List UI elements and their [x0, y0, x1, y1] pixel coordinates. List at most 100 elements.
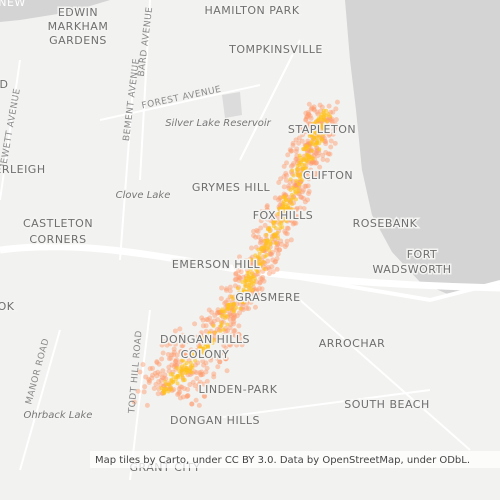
- hotspot-dot: [197, 379, 203, 385]
- hotspot-dot: [230, 321, 236, 327]
- hotspot-dot: [319, 104, 325, 110]
- hotspot-dot: [234, 342, 240, 348]
- hotspot-dot: [171, 346, 177, 352]
- hotspot-dot: [177, 389, 183, 395]
- hotspot-dot: [271, 224, 276, 229]
- hotspot-dot: [187, 335, 193, 341]
- hotspot-dot: [296, 189, 301, 194]
- hotspot-dot: [204, 378, 210, 384]
- hotspot-dot: [283, 170, 289, 176]
- hotspot-dot: [332, 140, 338, 146]
- hotspot-dot: [291, 220, 297, 226]
- hotspot-dot: [264, 204, 270, 210]
- hotspot-dot: [266, 266, 272, 272]
- hotspot-dot: [258, 225, 264, 231]
- attribution-bg: [90, 451, 500, 468]
- hotspot-dot: [268, 251, 274, 257]
- hotspot-dot: [183, 353, 189, 359]
- hotspot-dot: [135, 388, 141, 394]
- hotspot-dot: [296, 181, 301, 186]
- place-label: GRYMES HILL: [192, 181, 271, 194]
- place-label: GARDENS: [49, 34, 107, 47]
- hotspot-dot: [242, 258, 248, 264]
- hotspot-dot: [233, 263, 239, 269]
- hotspot-dot: [211, 318, 217, 324]
- hotspot-dot: [167, 341, 173, 347]
- hotspot-dot: [300, 132, 306, 138]
- hotspot-dot: [233, 332, 239, 338]
- hotspot-dot: [332, 121, 338, 127]
- hotspot-dot: [293, 197, 298, 202]
- hotspot-dot: [158, 377, 164, 383]
- hotspot-dot: [290, 140, 296, 146]
- hotspot-dot: [276, 211, 281, 216]
- hotspot-dot: [232, 312, 238, 318]
- hotspot-dot: [284, 198, 289, 203]
- hotspot-dot: [299, 138, 305, 144]
- hotspot-dot: [326, 112, 331, 117]
- hotspot-dot: [199, 349, 204, 354]
- hotspot-dot: [315, 111, 321, 117]
- hotspot-dot: [256, 285, 262, 291]
- hotspot-dot: [195, 386, 201, 392]
- hotspot-dot: [258, 238, 264, 244]
- hotspot-dot: [305, 171, 311, 177]
- hotspot-dot: [289, 192, 294, 197]
- hotspot-dot: [177, 395, 183, 401]
- hotspot-dot: [306, 101, 312, 107]
- hotspot-dot: [313, 160, 319, 166]
- place-label: CORNERS: [29, 233, 86, 246]
- hotspot-dot: [229, 332, 235, 338]
- hotspot-dot: [227, 325, 233, 331]
- hotspot-dot: [181, 358, 186, 363]
- place-label: COLONY: [181, 348, 230, 361]
- hotspot-dot: [301, 205, 307, 211]
- hotspot-dot: [283, 230, 289, 236]
- hotspot-dot: [216, 335, 222, 341]
- hotspot-dot: [312, 171, 318, 177]
- hotspot-dot: [201, 393, 207, 399]
- hotspot-dot: [302, 162, 307, 167]
- hotspot-dot: [236, 323, 242, 329]
- hotspot-dot: [295, 173, 300, 178]
- hotspot-dot: [311, 106, 317, 112]
- hotspot-dot: [288, 148, 294, 154]
- place-label: GRASMERE: [235, 291, 300, 304]
- hotspot-dot: [184, 393, 190, 399]
- hotspot-dot: [286, 183, 292, 189]
- hotspot-dot: [297, 205, 303, 211]
- hotspot-dot: [231, 319, 237, 325]
- hotspot-dot: [235, 286, 240, 291]
- place-label: STAPLETON: [288, 123, 356, 136]
- hotspot-dot: [316, 116, 321, 121]
- hotspot-dot: [265, 258, 271, 264]
- hotspot-dot: [253, 290, 259, 296]
- hotspot-dot: [178, 349, 184, 355]
- hotspot-dot: [224, 368, 230, 374]
- hotspot-dot: [293, 137, 299, 143]
- hotspot-dot: [317, 147, 322, 152]
- hotspot-dot: [275, 251, 281, 257]
- hotspot-dot: [293, 220, 299, 226]
- hotspot-dot: [222, 300, 228, 306]
- hotspot-dot: [241, 290, 246, 295]
- hotspot-dot: [261, 260, 266, 265]
- hotspot-dot: [196, 402, 202, 408]
- hotspot-dot: [271, 232, 276, 237]
- hotspot-dot: [180, 394, 186, 400]
- hotspot-dot: [173, 359, 179, 365]
- hotspot-dot: [289, 218, 295, 224]
- hotspot-dot: [264, 207, 270, 213]
- hotspot-dot: [219, 285, 225, 291]
- hotspot-dot: [328, 138, 334, 144]
- hotspot-dot: [190, 379, 196, 385]
- hotspot-dot: [219, 320, 224, 325]
- hotspot-dot: [283, 194, 288, 199]
- hotspot-dot: [236, 331, 242, 337]
- hotspot-dot: [283, 172, 289, 178]
- hotspot-dot: [248, 284, 253, 289]
- hotspot-dot: [250, 287, 255, 292]
- hotspot-dot: [218, 350, 224, 356]
- hotspot-dot: [236, 275, 242, 281]
- hotspot-dot: [140, 362, 146, 368]
